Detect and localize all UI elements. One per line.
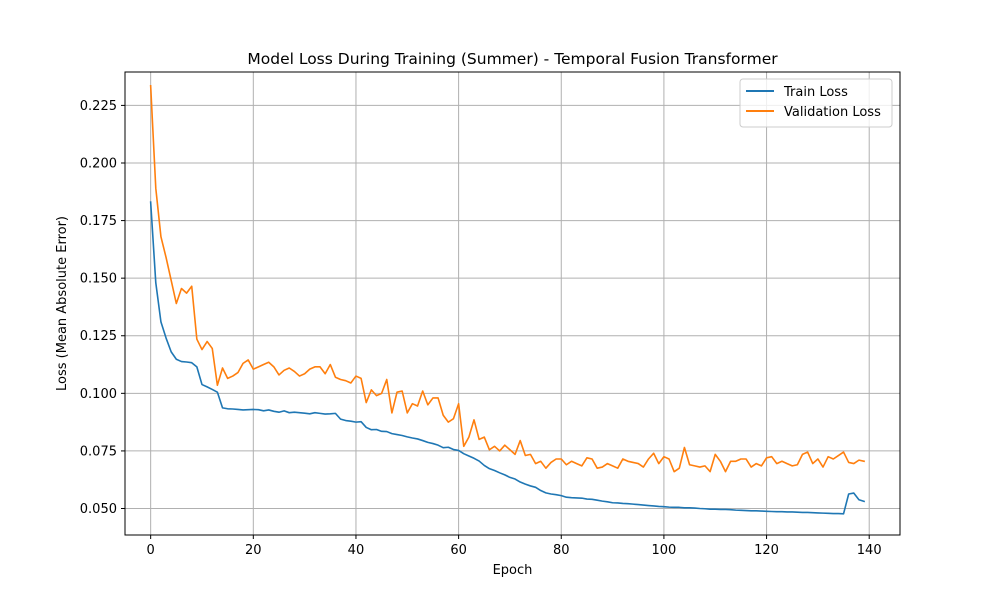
x-tick-label: 120 xyxy=(754,543,779,558)
x-tick-label: 40 xyxy=(348,543,365,558)
y-tick-label: 0.200 xyxy=(80,156,117,171)
x-axis-ticks: 0 20 40 60 80 100 120 140 xyxy=(147,535,882,558)
y-tick-label: 0.175 xyxy=(80,214,117,229)
x-tick-label: 20 xyxy=(245,543,262,558)
y-tick-label: 0.050 xyxy=(80,502,117,517)
legend-label-validation-loss: Validation Loss xyxy=(784,105,881,120)
x-tick-label: 80 xyxy=(553,543,570,558)
y-axis-ticks: 0.050 0.075 0.100 0.125 0.150 0.175 0.200 0.225 xyxy=(80,99,125,517)
y-tick-label: 0.075 xyxy=(80,444,117,459)
y-tick-label: 0.125 xyxy=(80,329,117,344)
x-tick-label: 60 xyxy=(450,543,467,558)
legend-box xyxy=(739,78,893,128)
y-tick-label: 0.150 xyxy=(80,272,117,287)
x-tick-label: 0 xyxy=(147,543,155,558)
chart-title: Model Loss During Training (Summer) - Te… xyxy=(247,50,778,68)
x-axis-label: Epoch xyxy=(493,563,533,578)
series-line-validation-loss xyxy=(149,84,866,473)
plot-frame xyxy=(124,71,901,536)
x-tick-label: 100 xyxy=(651,543,676,558)
grid-lines xyxy=(125,72,900,535)
y-axis-label: Loss (Mean Absolute Error) xyxy=(55,216,70,391)
series-lines xyxy=(149,84,866,515)
series-line-train-loss xyxy=(149,201,866,515)
legend: Train Loss Validation Loss xyxy=(739,78,893,128)
y-tick-label: 0.225 xyxy=(80,99,117,114)
x-tick-label: 140 xyxy=(857,543,882,558)
y-tick-label: 0.100 xyxy=(80,387,117,402)
legend-label-train-loss: Train Loss xyxy=(783,85,848,100)
